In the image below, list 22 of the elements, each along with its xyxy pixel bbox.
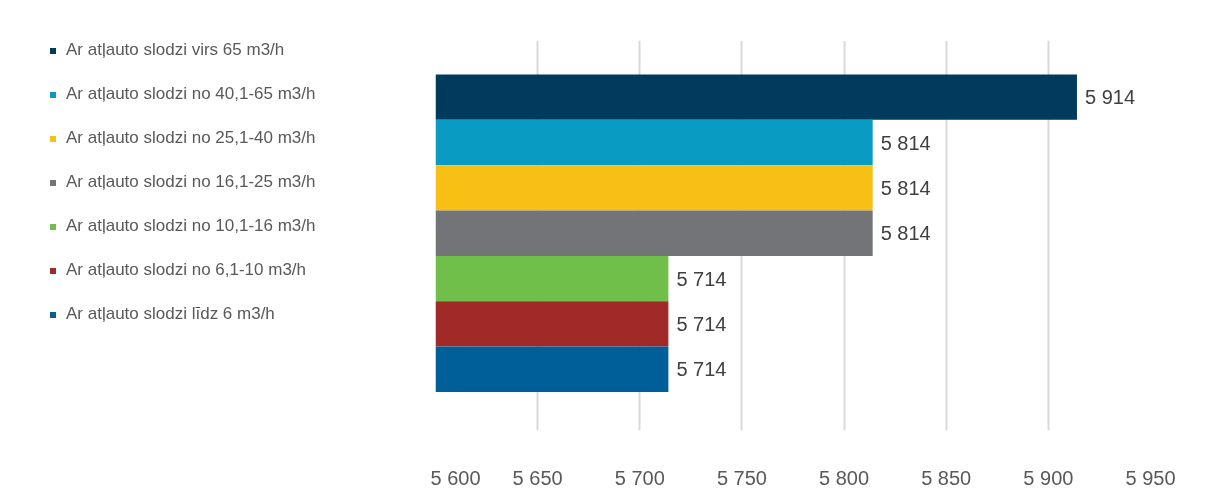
legend-label: Ar atļauto slodzi no 40,1-65 m3/h (66, 84, 316, 104)
x-tick-label: 5 650 (512, 466, 563, 488)
x-tick-label: 5 900 (1023, 466, 1074, 488)
x-tick-label: 5 600 (430, 466, 481, 488)
data-label: 5 714 (676, 358, 727, 381)
legend-label: Ar atļauto slodzi līdz 6 m3/h (66, 304, 275, 324)
legend-label: Ar atļauto slodzi no 16,1-25 m3/h (66, 172, 316, 192)
x-tick-label: 5 950 (1125, 466, 1176, 488)
data-label: 5 714 (676, 312, 727, 335)
legend-label: Ar atļauto slodzi no 6,1-10 m3/h (66, 260, 307, 280)
x-tick-label: 5 800 (819, 466, 870, 488)
legend-label: Ar atļauto slodzi no 10,1-16 m3/h (66, 216, 316, 236)
data-label: 5 714 (676, 267, 727, 290)
legend-label: Ar atļauto slodzi virs 65 m3/h (66, 40, 285, 60)
x-tick-label: 5 750 (716, 466, 767, 488)
x-tick-label: 5 850 (921, 466, 972, 488)
legend-label: Ar atļauto slodzi no 25,1-40 m3/h (66, 128, 316, 148)
data-label: 5 914 (1084, 86, 1136, 109)
data-label: 5 814 (880, 176, 931, 199)
data-label: 5 814 (880, 131, 931, 154)
x-tick-label: 5 700 (614, 466, 665, 488)
data-label: 5 814 (880, 222, 931, 245)
